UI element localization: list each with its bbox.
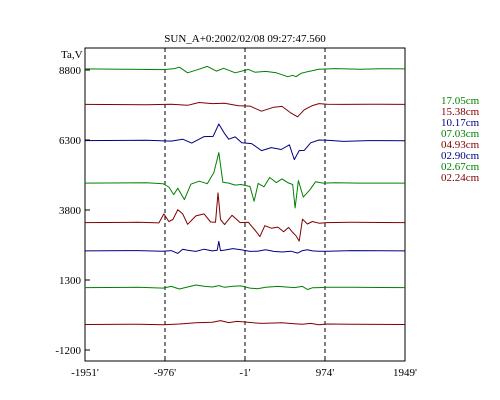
chart-title: SUN_A+0:2002/02/08 09:27:47.560 [164, 33, 326, 45]
y-tick-label: 6300 [59, 135, 82, 147]
series-line-5 [84, 240, 406, 254]
legend-entry: 02.90cm [441, 150, 480, 162]
vertical-markers [164, 48, 326, 361]
legend-entry: 10.17cm [441, 117, 480, 129]
y-tick-label: 8800 [59, 65, 82, 77]
legend-entry: 07.03cm [441, 128, 480, 140]
legend: 17.05cm15.38cm10.17cm07.03cm04.93cm02.90… [441, 95, 480, 184]
series-line-4 [84, 192, 406, 242]
legend-entry: 02.24cm [441, 172, 480, 184]
series-line-7 [84, 320, 406, 326]
x-tick-label: -1' [239, 367, 250, 379]
y-tick-label: 1300 [59, 275, 82, 287]
y-axis-label: Ta,V [61, 49, 83, 61]
y-tick-label: 3800 [59, 205, 82, 217]
legend-entry: 17.05cm [441, 95, 480, 107]
series-line-1 [84, 102, 406, 118]
x-tick-label: 974' [316, 367, 335, 379]
series-line-6 [84, 284, 406, 290]
series-lines [84, 65, 406, 326]
axis-ticks: 8800 6300 3800 1300 -1200 -1951' -976' -1' 974' 1… [55, 65, 417, 379]
x-tick-label: -976' [154, 367, 176, 379]
series-line-3 [84, 152, 405, 209]
y-tick-label: -1200 [55, 345, 81, 357]
legend-entry: 04.93cm [441, 139, 480, 151]
x-tick-label: 1949' [393, 367, 417, 379]
legend-entry: 02.67cm [441, 161, 480, 173]
legend-entry: 15.38cm [441, 106, 480, 118]
series-line-2 [84, 123, 406, 161]
series-line-0 [84, 65, 406, 78]
x-tick-label: -1951' [71, 367, 99, 379]
